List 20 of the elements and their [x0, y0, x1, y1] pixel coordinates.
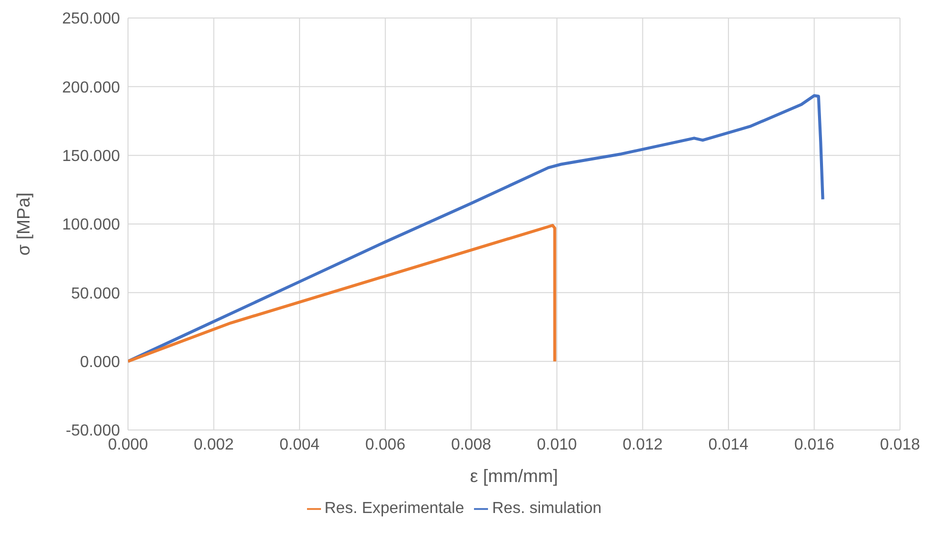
y-tick-label: 200.000: [62, 79, 120, 96]
x-axis-title: ε [mm/mm]: [470, 466, 558, 486]
y-tick-label: 100.000: [62, 216, 120, 234]
y-tick-label: 50.000: [71, 285, 120, 302]
legend-label: Res. Experimentale: [324, 500, 464, 517]
x-tick-label: 0.010: [536, 436, 578, 454]
y-tick-label: 250.000: [62, 10, 120, 28]
x-tick-label: 0.016: [794, 436, 834, 454]
x-tick-label: 0.004: [280, 436, 320, 454]
y-axis-title: σ [MPa]: [13, 192, 34, 256]
y-tick-label: 0.000: [80, 354, 120, 372]
y-tick-label: 150.000: [62, 148, 120, 166]
x-tick-label: 0.014: [708, 436, 749, 454]
x-tick-label: 0.018: [880, 436, 920, 454]
x-tick-label: 0.002: [194, 436, 234, 454]
x-tick-label: 0.012: [622, 436, 663, 454]
x-tick-label: 0.006: [365, 436, 406, 454]
line-series: [128, 224, 556, 363]
x-tick-label: 0.008: [451, 436, 492, 454]
legend-label: Res. simulation: [492, 500, 602, 517]
